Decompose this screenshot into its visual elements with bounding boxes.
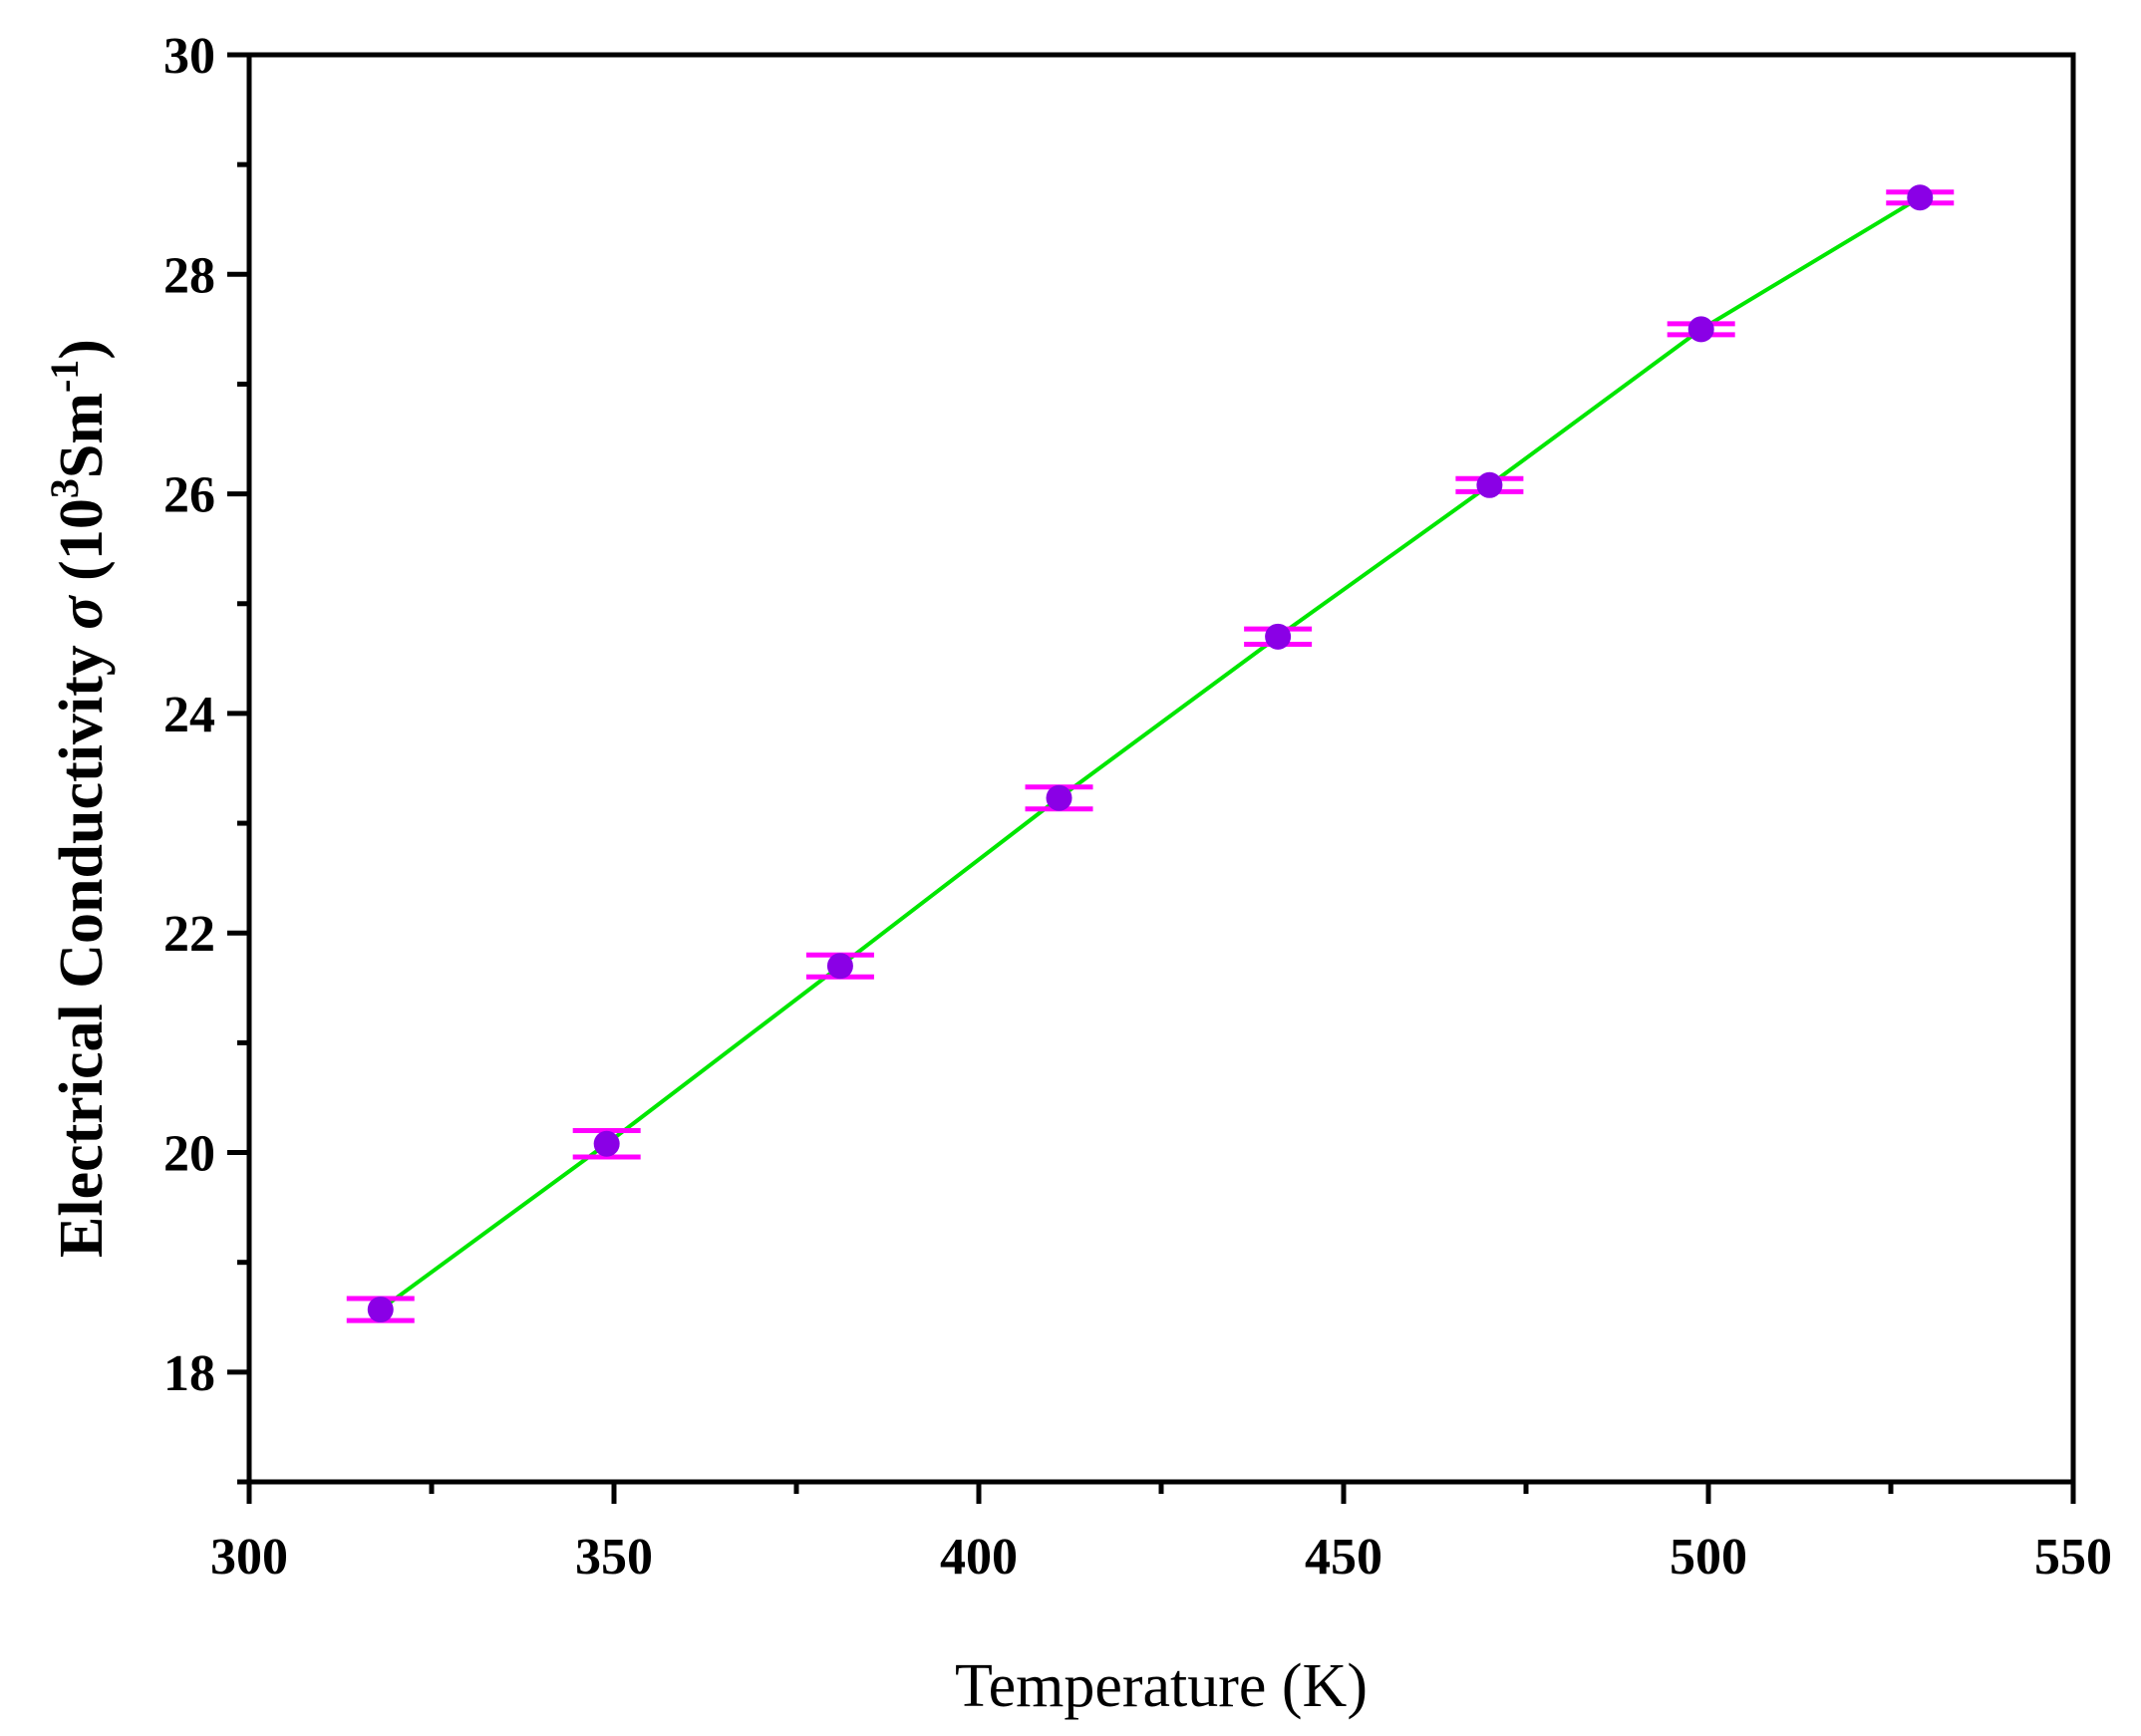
x-tick-label: 300	[210, 1529, 288, 1586]
y-tick-label: 20	[163, 1126, 215, 1183]
data-points	[367, 184, 1934, 1323]
y-tick-label: 18	[163, 1345, 215, 1402]
data-point	[1265, 623, 1292, 650]
y-tick-label: 28	[163, 247, 215, 304]
data-point	[1046, 784, 1072, 811]
y-axis-title: Electrical Conductivity σ (103Sm-1)	[42, 339, 116, 1258]
y-tick-label: 24	[163, 687, 215, 743]
error-bars	[346, 189, 1955, 1323]
fit-line	[379, 195, 1922, 1311]
x-tick-label: 400	[940, 1529, 1018, 1586]
y-axis-title-sup1: 3	[42, 478, 87, 498]
y-axis-title-prefix: Electrical Conductivity	[48, 630, 116, 1258]
y-tick-label: 22	[163, 906, 215, 963]
x-axis-title: Temperature (K)	[955, 1652, 1368, 1720]
fit-line-layer	[379, 195, 1922, 1311]
data-point	[1687, 316, 1714, 343]
data-point	[1476, 471, 1503, 498]
y-axis-title-open: (10	[48, 498, 116, 596]
data-point	[826, 953, 853, 980]
tick-labels: 300 350 400 450 500 550 18 20 22 24 26 28 30	[163, 28, 2112, 1586]
y-axis-title-mid: Sm	[48, 393, 116, 478]
x-tick-label: 350	[575, 1529, 653, 1586]
y-axis-title-symbol: σ	[48, 595, 116, 630]
x-tick-label: 450	[1305, 1529, 1382, 1586]
y-tick-label: 30	[163, 28, 215, 85]
data-point	[367, 1297, 394, 1323]
data-point	[1907, 184, 1934, 211]
y-axis-title-close: )	[48, 339, 116, 360]
x-tick-label: 500	[1670, 1529, 1747, 1586]
y-axis-title-sup2: -1	[42, 360, 87, 393]
data-point	[593, 1130, 620, 1157]
axis-ticks	[227, 52, 2076, 1504]
x-tick-label: 550	[2034, 1529, 2112, 1586]
y-tick-label: 26	[163, 467, 215, 524]
